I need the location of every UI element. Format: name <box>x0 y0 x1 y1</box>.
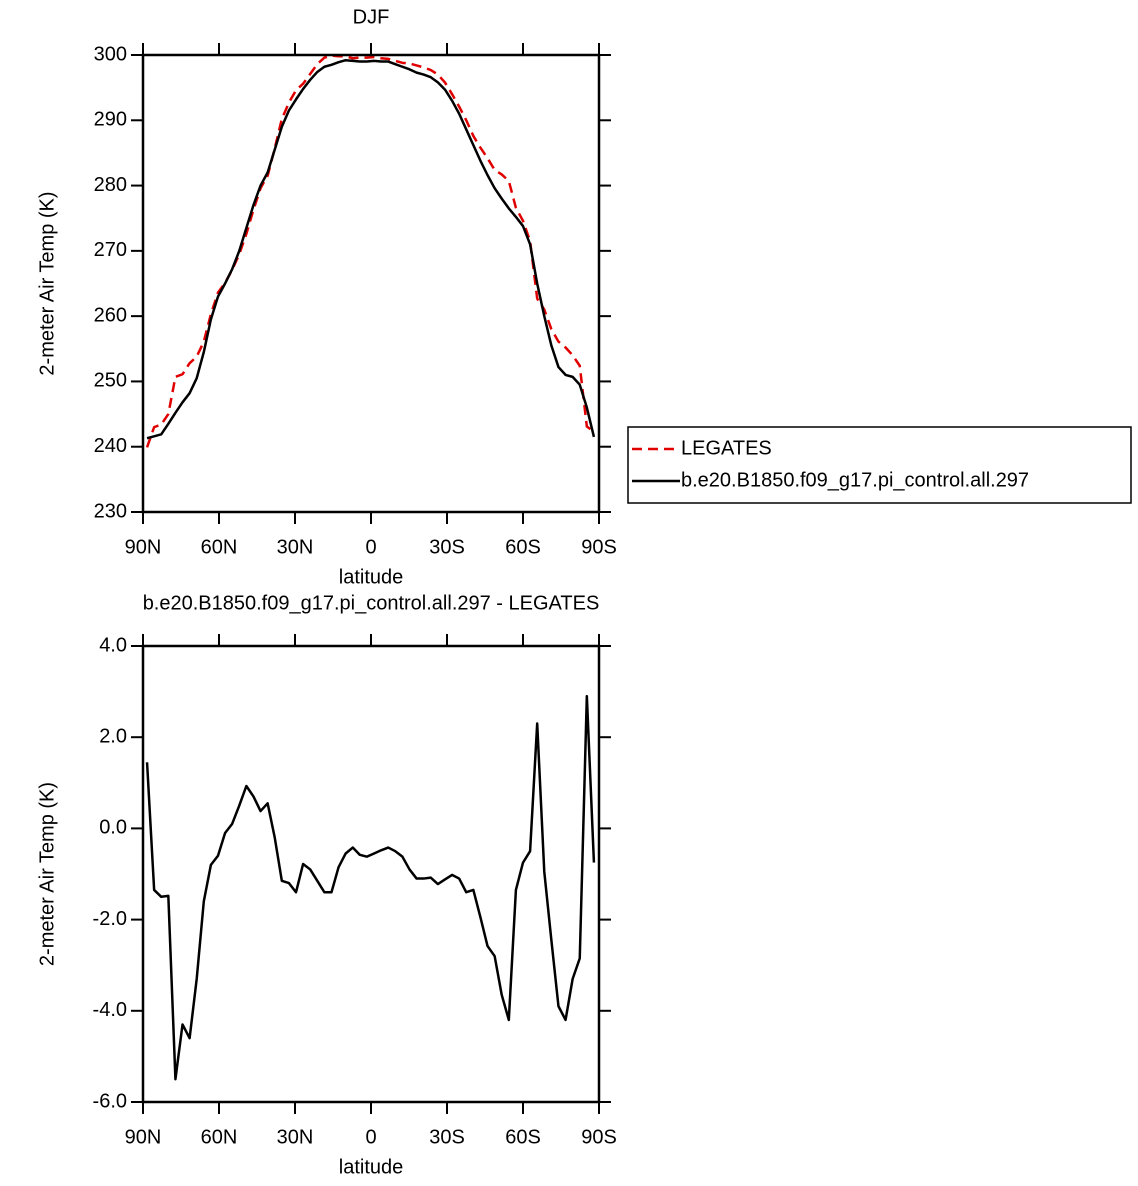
y-tick-label: 300 <box>94 43 127 65</box>
x-tick-label: 30N <box>277 1126 314 1148</box>
chart-title: DJF <box>353 6 390 28</box>
x-tick-label: 0 <box>365 1126 376 1148</box>
x-tick-label: 60N <box>201 1126 238 1148</box>
x-tick-label: 60S <box>505 1126 541 1148</box>
y-tick-label: 250 <box>94 370 127 392</box>
y-tick-label: 240 <box>94 435 127 457</box>
y-tick-label: -2.0 <box>93 908 127 930</box>
chart-title: b.e20.B1850.f09_g17.pi_control.all.297 -… <box>143 592 600 614</box>
y-tick-label: 290 <box>94 109 127 131</box>
x-tick-label: 90S <box>581 1126 617 1148</box>
data-line <box>145 694 596 1081</box>
data-line <box>145 54 595 448</box>
x-tick-label: 90S <box>581 536 617 558</box>
y-tick-label: 2.0 <box>99 725 127 747</box>
x-axis-label: latitude <box>339 1156 404 1178</box>
x-tick-label: 0 <box>365 536 376 558</box>
y-tick-label: 0.0 <box>99 817 127 839</box>
x-tick-label: 60N <box>201 536 238 558</box>
data-line <box>146 58 596 440</box>
x-tick-label: 90N <box>125 536 162 558</box>
x-axis-label: latitude <box>339 566 404 588</box>
plot-frame <box>141 644 601 1104</box>
y-tick-label: 260 <box>94 304 127 326</box>
x-tick-label: 60S <box>505 536 541 558</box>
y-tick-label: 270 <box>94 239 127 261</box>
legend-box <box>627 426 1132 504</box>
x-tick-label: 30N <box>277 536 314 558</box>
x-tick-label: 30S <box>429 536 465 558</box>
y-tick-label: -4.0 <box>93 999 127 1021</box>
legend-label: LEGATES <box>681 437 772 459</box>
y-axis-label: 2-meter Air Temp (K) <box>36 191 58 375</box>
y-tick-label: 280 <box>94 174 127 196</box>
y-axis-label: 2-meter Air Temp (K) <box>36 782 58 966</box>
legend-label: b.e20.B1850.f09_g17.pi_control.all.297 <box>681 469 1029 491</box>
x-tick-label: 30S <box>429 1126 465 1148</box>
y-tick-label: -6.0 <box>93 1090 127 1112</box>
y-tick-label: 230 <box>94 500 127 522</box>
plot-frame <box>141 53 601 514</box>
x-tick-label: 90N <box>125 1126 162 1148</box>
y-tick-label: 4.0 <box>99 634 127 656</box>
